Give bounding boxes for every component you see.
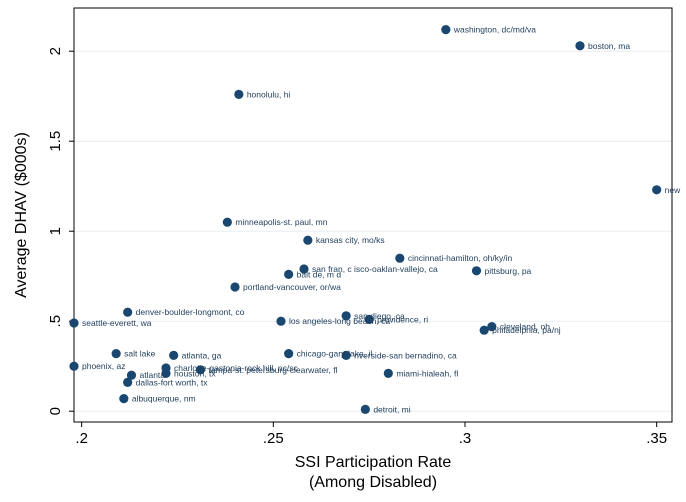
point-label: seattle-everett, wa [82, 318, 152, 328]
data-point [222, 217, 232, 227]
y-axis-title: Average DHAV ($000s) [13, 132, 30, 298]
data-point [69, 318, 79, 328]
point-label: boston, ma [588, 41, 630, 51]
y-tick-label: 1.5 [47, 131, 64, 152]
point-label: detroit, mi [373, 404, 410, 414]
data-point [69, 361, 79, 371]
point-label: tampa-st. petersburg-clearwater, fl [209, 365, 338, 375]
point-label: cincinnati-hamilton, oh/ky/in [408, 253, 513, 263]
x-tick-label: .2 [75, 430, 88, 447]
point-label: pittsburg, pa [485, 266, 532, 276]
point-label: washington, dc/md/va [453, 25, 536, 35]
point-label: new [665, 185, 681, 195]
point-label: miami-hialeah, fl [396, 368, 458, 378]
point-label: riverside-san bernadino, ca [354, 350, 457, 360]
point-label: san diego, ca [354, 311, 405, 321]
point-label: salt lake [124, 349, 155, 359]
y-tick-label: 1 [47, 227, 64, 235]
grid-lines [74, 50, 672, 412]
y-tick-label: .5 [47, 315, 64, 328]
x-axis-title-line-1: SSI Participation Rate [295, 454, 452, 471]
x-tick-label: .3 [459, 430, 472, 447]
plot-area-frame [73, 7, 673, 423]
point-labels: washington, dc/md/va boston, ma honolulu, … [82, 25, 681, 415]
data-point [575, 41, 585, 51]
axis-ticks: 0 .5 1 1.5 2 .2 .25 .3 .35 [47, 47, 667, 447]
point-label: chicago-gary-lake, il [297, 349, 373, 359]
y-tick-label: 0 [47, 407, 64, 415]
data-point [479, 325, 489, 335]
data-point [195, 365, 206, 375]
data-points [69, 25, 662, 414]
data-point [284, 269, 294, 279]
data-point [284, 349, 294, 359]
data-point [126, 370, 137, 380]
point-label: atlanta [140, 370, 166, 380]
data-point [234, 89, 244, 99]
data-point [383, 368, 393, 378]
data-point [161, 368, 171, 378]
data-point [276, 316, 286, 326]
point-label: portland-vancouver, or/wa [243, 282, 341, 292]
point-label: cleveland, oh [500, 322, 550, 332]
point-label: honolulu, hi [247, 89, 291, 99]
data-point [364, 314, 374, 324]
point-label: minneapolis-st. paul, mn [235, 217, 327, 227]
data-point [123, 307, 133, 317]
x-tick-label: .35 [646, 430, 667, 447]
point-label: denver-boulder-longmont, co [136, 307, 245, 317]
data-point [341, 350, 351, 360]
point-label: houston, tx [174, 368, 216, 378]
data-point [487, 322, 497, 332]
data-point [119, 394, 129, 404]
data-point [123, 377, 133, 387]
data-point [441, 25, 451, 35]
data-point [360, 404, 370, 414]
point-label: atlanta, ga [182, 350, 222, 360]
x-axis-title-line-2: (Among Disabled) [309, 474, 437, 491]
data-point [230, 282, 240, 292]
data-point [395, 253, 405, 263]
point-label: los angeles-long beach, ca [289, 316, 390, 326]
data-point [111, 349, 121, 359]
data-point [303, 235, 313, 245]
data-point [652, 185, 662, 195]
point-label: phoenix, az [82, 361, 125, 371]
data-point [299, 264, 309, 274]
point-label: philadelphia, pa/nj [492, 325, 561, 335]
y-tick-label: 2 [47, 47, 64, 55]
point-label: balt de, m d [297, 269, 342, 279]
data-point [341, 311, 351, 321]
data-point [169, 350, 179, 360]
point-label: dallas-fort worth, tx [136, 377, 209, 387]
point-label: providence, ri [377, 314, 428, 324]
point-label: san fran, c isco-oaklan-vallejo, ca [312, 264, 438, 274]
point-label: albuquerque, nm [132, 394, 196, 404]
x-tick-label: .25 [263, 430, 284, 447]
data-point [471, 266, 482, 276]
point-label: kansas city, mo/ks [316, 235, 385, 245]
point-label: charlotte-gastonia-rock hill, nc/sc [174, 363, 299, 373]
